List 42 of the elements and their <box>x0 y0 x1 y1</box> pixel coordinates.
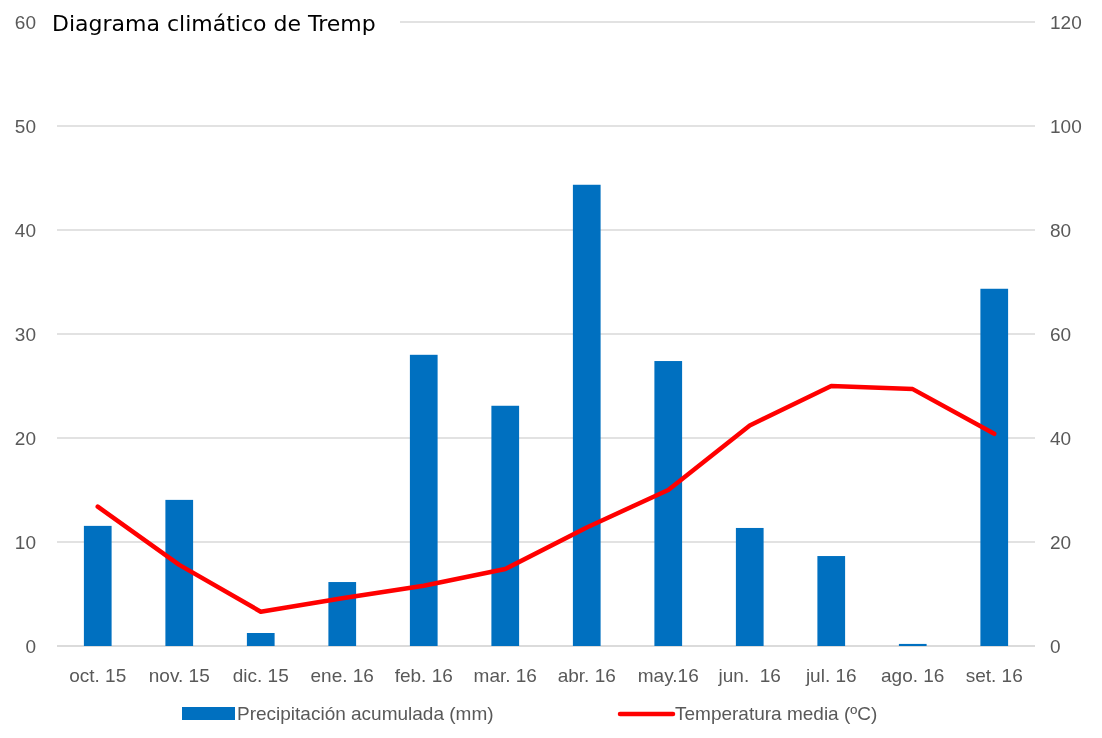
y-tick-label: 0 <box>25 635 36 657</box>
bar <box>328 582 357 646</box>
y2-tick-label: 40 <box>1050 427 1072 449</box>
x-tick-label: may.16 <box>637 665 699 686</box>
bar <box>572 184 601 646</box>
x-tick-label: set. 16 <box>965 665 1023 686</box>
x-tick-label: dic. 15 <box>232 665 289 686</box>
x-tick-label: feb. 16 <box>394 665 453 686</box>
bar <box>409 354 438 646</box>
bar <box>654 361 683 646</box>
x-tick-label: jul. 16 <box>804 665 857 686</box>
bar <box>83 525 112 646</box>
x-tick-label: abr. 16 <box>557 665 616 686</box>
x-tick-label: oct. 15 <box>69 665 127 686</box>
y-tick-label: 30 <box>14 323 36 345</box>
y2-tick-label: 60 <box>1050 323 1072 345</box>
chart-title: Diagrama climático de Tremp <box>52 11 376 36</box>
x-tick-label: jun. 16 <box>717 665 781 686</box>
y-tick-label: 60 <box>14 11 36 33</box>
y-tick-label: 40 <box>14 219 36 241</box>
bar <box>735 527 764 646</box>
x-tick-label: mar. 16 <box>473 665 537 686</box>
x-tick-label: ene. 16 <box>310 665 374 686</box>
y2-tick-label: 100 <box>1050 115 1082 137</box>
bar <box>165 499 194 646</box>
x-tick-label: nov. 15 <box>148 665 210 686</box>
bar <box>980 288 1009 646</box>
y-tick-label: 50 <box>14 115 36 137</box>
legend-label: Temperatura media (ºC) <box>675 703 878 724</box>
bar <box>817 556 846 646</box>
bar <box>246 633 275 646</box>
y2-tick-label: 20 <box>1050 531 1072 553</box>
y2-tick-label: 80 <box>1050 219 1072 241</box>
bar <box>491 405 520 646</box>
y2-tick-label: 120 <box>1050 11 1082 33</box>
y2-tick-label: 0 <box>1050 635 1061 657</box>
line-series <box>95 383 997 614</box>
legend-label: Precipitación acumulada (mm) <box>237 703 494 724</box>
bar <box>898 643 927 646</box>
x-tick-label: ago. 16 <box>881 665 945 686</box>
y-tick-label: 20 <box>14 427 36 449</box>
y-tick-label: 10 <box>14 531 36 553</box>
